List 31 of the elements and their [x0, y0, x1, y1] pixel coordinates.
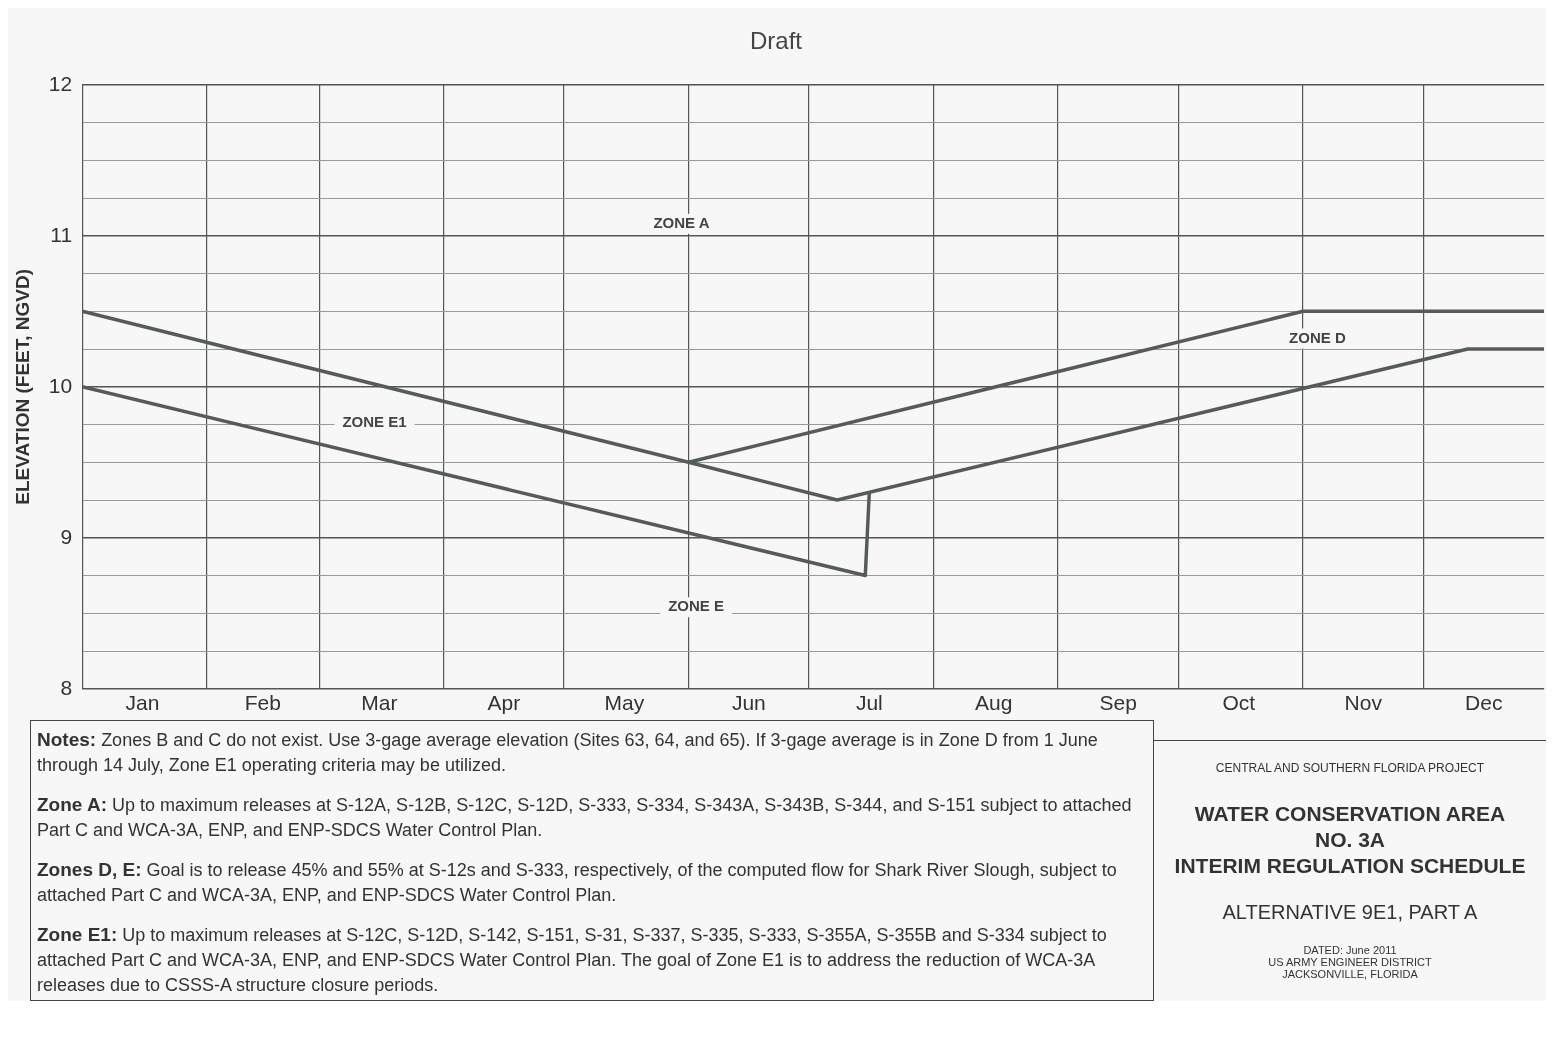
annotation: ZONE E: [668, 597, 725, 615]
x-tick-label: Sep: [1099, 691, 1137, 715]
annotation: ZONE D: [1289, 328, 1346, 346]
x-tick-label: Oct: [1222, 691, 1256, 715]
x-tick-label: Jan: [125, 691, 160, 715]
text: ALTERNATIVE 9E1, PART A: [1221, 901, 1479, 924]
chart-title: Draft: [749, 27, 803, 55]
x-tick-label: Jun: [731, 691, 766, 715]
y-axis-title: ELEVATION (FEET, NGVD): [11, 268, 33, 505]
x-tick-label: Nov: [1344, 691, 1383, 715]
text: Notes: Zones B and C do not exist. Use 3-gage average elevation (Sites 63, 64, and 65). If 3-gage average is in Zone D from 1 June through 14 July, Zone E1 operating criteria may be utilized.: [37, 729, 1098, 775]
text: Zones D, E: Goal is to release 45% and 55% at S-12s and S-333, respectively, of the computed flow for Shark River Slough, subject to attached Part C and WCA-3A, ENP, and ENP-SDCS Water Control Plan.: [37, 859, 1117, 905]
x-tick-label: Dec: [1465, 691, 1503, 715]
x-tick-label: Jul: [855, 691, 883, 715]
y-tick-label: 8: [60, 675, 73, 699]
y-tick-label: 11: [50, 222, 73, 246]
y-tick-label: 10: [48, 373, 73, 397]
text: Zone E1: Up to maximum releases at S-12C, S-12D, S-142, S-151, S-31, S-337, S-335, S-333, S-355A, S-355B and S-334 subject to attached Part C and WCA-3A, ENP, and ENP-SDCS Water Control Plan. The goal of Zone E1 is to address the reduction of WCA-3A releases due to CSSS-A structure closure periods.: [37, 924, 1107, 995]
x-tick-label: May: [604, 691, 645, 715]
x-tick-label: Aug: [975, 691, 1013, 715]
text: CENTRAL AND SOUTHERN FLORIDA PROJECT: [1214, 761, 1486, 775]
text: WATER CONSERVATION AREA NO. 3A INTERIM REGULATION SCHEDULE: [1173, 801, 1527, 879]
text: Zone A: Up to maximum releases at S-12A, S-12B, S-12C, S-12D, S-333, S-334, S-343A, S-343B, S-344, and S-151 subject to attached Part C and WCA-3A, ENP, and ENP-SDCS Water Control Plan.: [37, 794, 1132, 840]
y-tick-label: 9: [60, 524, 73, 548]
x-tick-label: Mar: [361, 691, 398, 715]
text: DATED: June 2011 US ARMY ENGINEER DISTRICT JACKSONVILLE, FLORIDA: [1267, 944, 1433, 980]
annotation: ZONE E1: [342, 413, 407, 431]
x-tick-label: Feb: [244, 691, 281, 715]
y-tick-label: 12: [48, 71, 73, 95]
annotation: ZONE A: [653, 213, 710, 231]
x-tick-label: Apr: [487, 691, 521, 715]
